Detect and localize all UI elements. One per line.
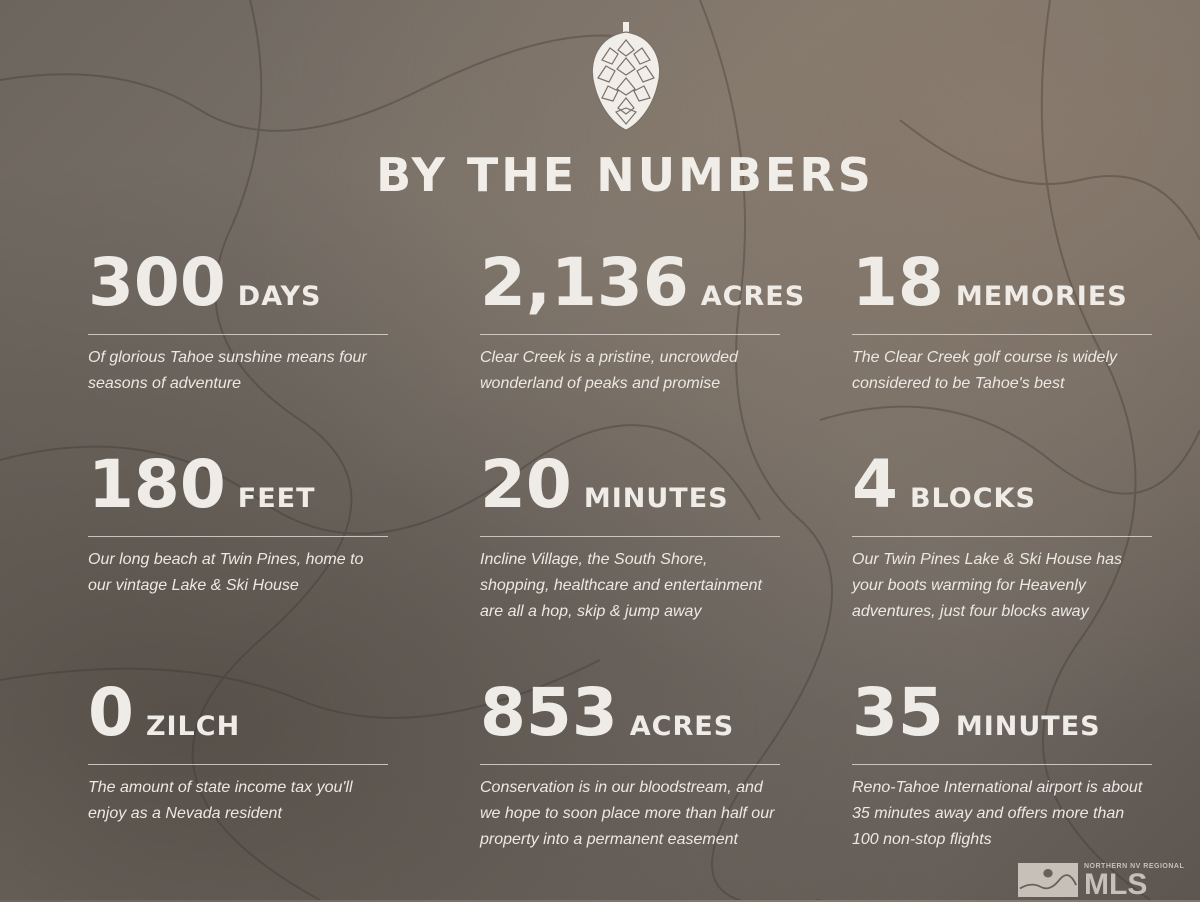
stat-heading: 2,136 ACRES	[480, 244, 804, 335]
stat-heading: 35 MINUTES	[852, 680, 1152, 765]
stat-heading: 20 MINUTES	[480, 452, 780, 537]
stat-unit: MEMORIES	[955, 281, 1128, 312]
stat-number: 18	[852, 244, 944, 321]
stat-unit: MINUTES	[583, 483, 729, 514]
watermark-big-text: MLS	[1084, 868, 1148, 901]
stat-number: 853	[480, 674, 618, 751]
stat-description: Conservation is in our bloodstream, and …	[480, 779, 775, 848]
stat-description: Our Twin Pines Lake & Ski House has your…	[852, 551, 1123, 620]
stat-unit: ZILCH	[145, 711, 241, 742]
stat-item: 4 BLOCKS Our Twin Pines Lake & Ski House h…	[852, 452, 1152, 625]
stat-heading: 18 MEMORIES	[852, 250, 1152, 335]
stat-description: Incline Village, the South Shore, shoppi…	[480, 551, 762, 620]
stat-description: Reno-Tahoe International airport is abou…	[852, 779, 1143, 848]
stat-item: 853 ACRES Conservation is in our bloodstre…	[480, 680, 780, 853]
stat-unit: FEET	[237, 483, 316, 514]
stat-number: 4	[852, 446, 898, 523]
stat-item: 0 ZILCH The amount of state income tax you…	[88, 680, 388, 827]
mountain-sun-logo-icon	[1018, 863, 1078, 897]
stat-number: 180	[88, 446, 226, 523]
stat-item: 20 MINUTES Incline Village, the South Shor…	[480, 452, 780, 625]
pinecone-icon	[591, 22, 661, 131]
stat-description: Our long beach at Twin Pines, home to ou…	[88, 551, 364, 594]
stat-unit: ACRES	[700, 281, 806, 312]
watermark-small-text: NORTHERN NV REGIONAL	[1084, 863, 1185, 870]
stat-description: Clear Creek is a pristine, uncrowded won…	[480, 349, 738, 392]
stat-number: 20	[480, 446, 572, 523]
stat-heading: 300 DAYS	[88, 250, 388, 335]
stat-item: 18 MEMORIES The Clear Creek golf course is…	[852, 250, 1152, 397]
stat-heading: 853 ACRES	[480, 680, 780, 765]
stat-heading: 4 BLOCKS	[852, 452, 1152, 537]
stat-number: 300	[88, 244, 226, 321]
stat-item: 180 FEET Our long beach at Twin Pines, hom…	[88, 452, 388, 599]
stat-description: The amount of state income tax you'll en…	[88, 779, 353, 822]
stat-number: 2,136	[480, 244, 689, 321]
stat-item: 300 DAYS Of glorious Tahoe sunshine means …	[88, 250, 388, 397]
stat-item: 35 MINUTES Reno-Tahoe International airpor…	[852, 680, 1152, 853]
stat-heading: 0 ZILCH	[88, 680, 388, 765]
stat-heading: 180 FEET	[88, 452, 388, 537]
stat-number: 35	[852, 674, 944, 751]
stat-description: Of glorious Tahoe sunshine means four se…	[88, 349, 367, 392]
stat-unit: DAYS	[237, 281, 322, 312]
stat-unit: BLOCKS	[909, 483, 1036, 514]
stat-number: 0	[88, 674, 134, 751]
stat-unit: ACRES	[629, 711, 735, 742]
stat-item: 2,136 ACRES Clear Creek is a pristine, unc…	[480, 244, 804, 397]
page-title: BY THE NUMBERS	[376, 148, 874, 202]
stat-unit: MINUTES	[955, 711, 1101, 742]
mls-watermark: NORTHERN NV REGIONAL MLS	[1018, 862, 1185, 901]
stat-description: The Clear Creek golf course is widely co…	[852, 349, 1117, 392]
